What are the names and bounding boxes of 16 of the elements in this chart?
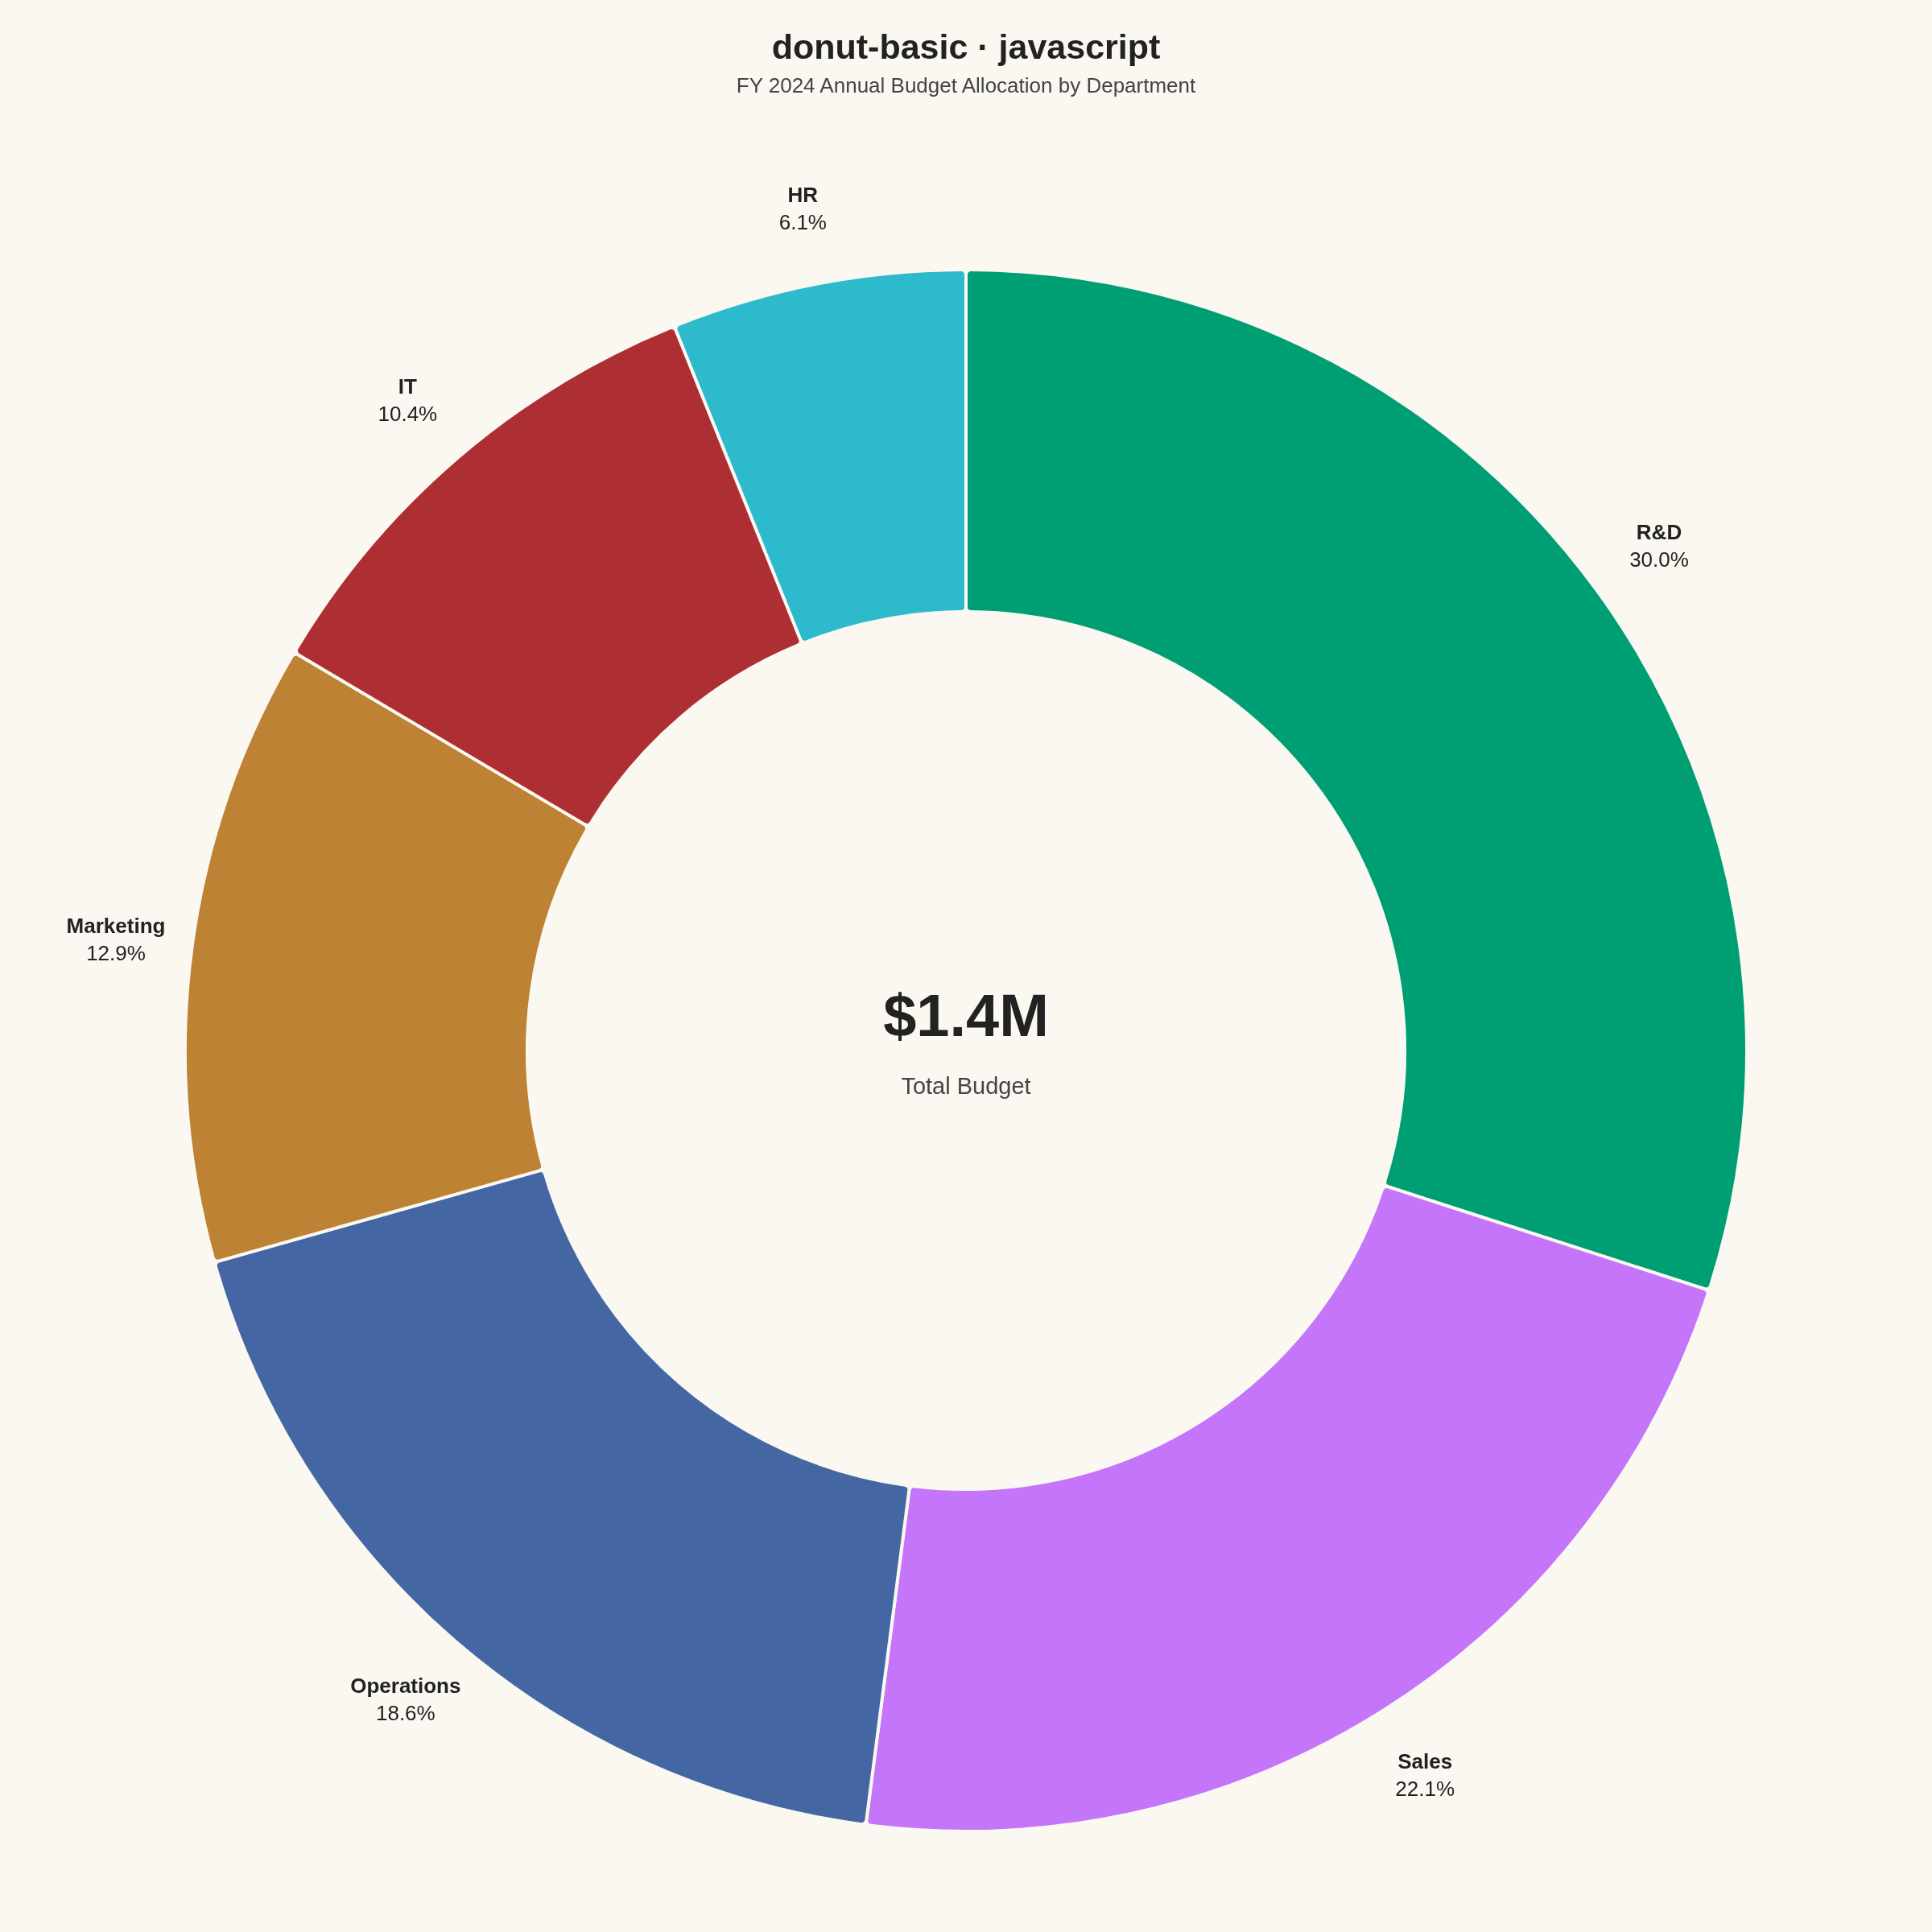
slice-label: Marketing [66, 913, 166, 938]
data-label: 6.1% [778, 210, 827, 235]
data-label: 30.0% [1629, 547, 1689, 572]
slice-label: R&D [1636, 520, 1682, 545]
text: Total Budget [901, 1073, 1031, 1099]
text: $1.4M [883, 982, 1049, 1049]
chart-subtitle: FY 2024 Annual Budget Allocation by Department [736, 73, 1197, 97]
slice-label: Operations [350, 1673, 461, 1698]
slice-label: IT [398, 374, 418, 398]
data-label: 18.6% [375, 1700, 436, 1725]
data-label: 12.9% [86, 940, 146, 965]
chart-title: donut-basic · javascript [771, 27, 1161, 66]
slice-label: HR [787, 183, 819, 208]
data-label: 22.1% [1395, 1776, 1455, 1801]
data-label: 10.4% [378, 401, 438, 426]
slice-label: Sales [1397, 1748, 1453, 1773]
